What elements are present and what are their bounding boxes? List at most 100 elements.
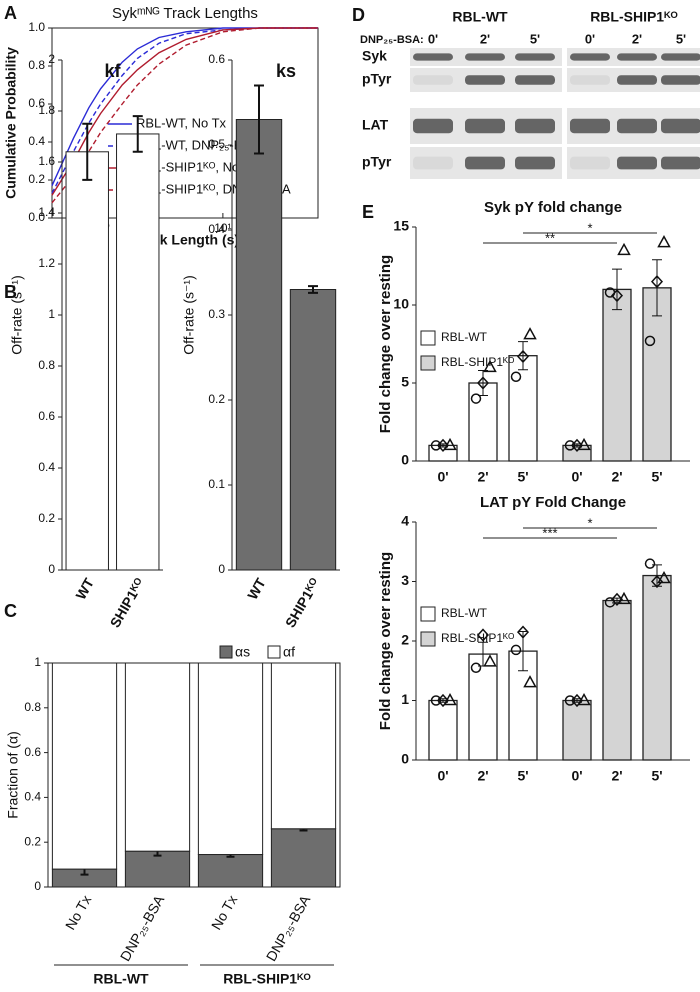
legend-label: RBL-WT [441,330,488,344]
y-tick-label: 0.4 [24,790,41,804]
legend-label: αs [235,644,250,660]
blot-row-label: LAT [362,117,389,133]
blot-band [661,156,700,170]
chart-title: Sykᵐᴺᴳ Track Lengths [112,5,258,22]
blot-band [413,53,453,61]
y-tick-label: 0 [48,562,55,576]
blot-band [661,53,700,61]
error-bar [308,285,318,294]
y-tick-label: 0.8 [38,358,55,372]
y-tick-label: 2 [48,52,55,66]
x-tick-label: 5' [651,768,662,784]
blot-band [515,53,555,61]
error-bar [82,122,93,181]
y-tick-label: 0 [401,452,409,468]
bar [602,599,632,761]
x-tick-label: 0' [571,469,582,485]
blot-band [570,75,610,85]
bar [235,119,283,571]
legend-swatch [420,330,436,346]
panel-label: A [4,3,17,23]
data-point [470,662,482,674]
data-point [577,437,591,451]
blot-lane: 5' [676,31,686,46]
blot-band [413,118,453,134]
blot-group: RBL-WT [452,9,508,25]
x-tick-label: 2' [477,768,488,784]
blot-band [661,118,700,134]
data-point [443,692,457,706]
x-tick-label: DNP₂₅-BSA [117,892,168,964]
data-point [644,558,656,569]
bar [508,355,538,462]
data-point [476,376,490,390]
y-tick-label: 3 [401,572,409,588]
bar [116,133,160,571]
blot-lane: 0' [585,31,595,46]
blot-band [661,75,700,85]
blot-band [617,53,657,61]
y-tick-label: 0.2 [24,834,41,848]
x-tick-label: 2' [611,469,622,485]
x-tick-label: 0' [437,768,448,784]
bar [562,444,592,462]
blot-band [465,75,505,85]
chart-title: LAT pY Fold Change [480,494,626,511]
y-tick-label: 1 [48,307,55,321]
bar [428,444,458,462]
cdf-line [51,27,318,204]
y-tick-label: 0 [218,562,225,576]
data-point [657,570,671,584]
data-point [470,393,482,404]
legend-swatch [420,631,436,647]
blot-treatment: DNP₂₅-BSA: [360,34,424,46]
legend-label: RBL-SHIP1ᴷᴼ, No Tx [136,159,258,174]
error-bar [254,84,264,155]
bar-segment [124,662,191,852]
bar [289,289,337,571]
x-tick-label: WT [72,575,97,602]
blot-band [570,53,610,61]
panel-label: D [352,5,365,25]
blot-band [617,118,657,134]
cdf-line [51,27,318,186]
y-tick-label: 4 [401,513,409,529]
panel-label: B [4,282,17,302]
data-point [516,625,530,639]
legend-label: RBL-WT, DNP₂₅-BSA [136,137,260,152]
legend-swatch [267,645,281,659]
y-tick-label: 0 [401,751,409,767]
x-tick-label: 5' [517,469,528,485]
data-point [570,438,584,453]
blot-row-label: Syk [362,48,387,64]
data-point [610,592,624,606]
x-tick-label: 10¹ [214,221,231,235]
legend-label: αf [283,644,295,660]
legend-label: RBL-WT, No Tx [136,115,227,130]
x-tick-label: 5' [517,768,528,784]
y-tick-label: 0.4 [28,134,45,148]
blot-band [617,75,657,85]
y-axis-label: Fold change over resting [377,255,394,433]
error-bar [518,341,528,371]
bar [65,151,109,571]
bar-segment [51,662,118,870]
blot-band [465,53,505,61]
data-point [436,693,450,708]
group-label: RBL-SHIP1ᴷᴼ [223,971,311,987]
blot-band [465,118,505,134]
data-point [617,591,631,605]
x-tick-label: SHIP1ᴷᴼ [282,575,323,630]
bar-segment [197,854,264,888]
x-tick-label: SHIP1ᴷᴼ [107,575,148,630]
bar-segment [197,662,264,856]
y-tick-label: 0.4 [38,460,55,474]
data-point [617,242,631,256]
bar [468,382,498,462]
data-point [483,654,497,667]
blot-band [413,75,453,85]
y-axis-label: Off-rate (s⁻¹) [181,275,197,354]
x-tick-label: 2' [477,469,488,485]
data-point [564,440,576,451]
y-tick-label: 0.2 [28,172,45,186]
